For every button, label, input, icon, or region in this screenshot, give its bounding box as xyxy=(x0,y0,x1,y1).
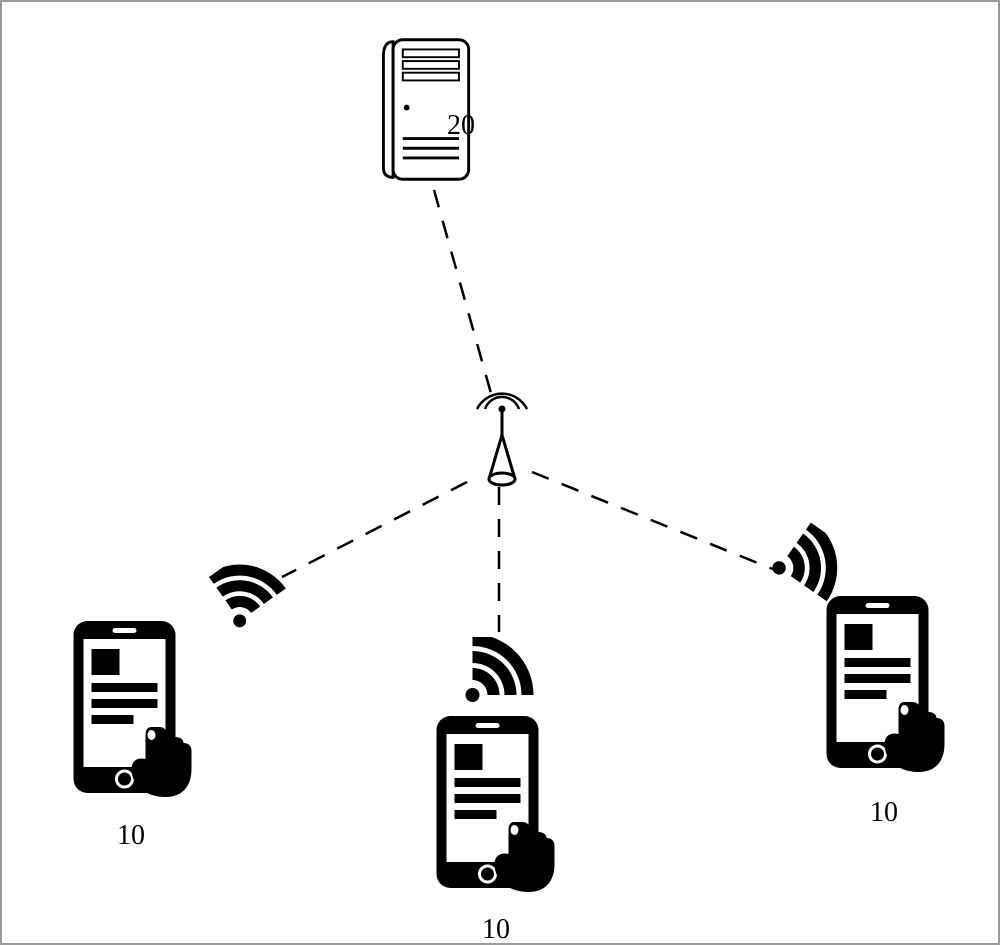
diagram-stage: 20 10 10 10 xyxy=(0,0,1000,945)
wifi-wifi_l xyxy=(201,542,293,631)
server-label: 20 xyxy=(447,110,475,142)
phone-phone_l xyxy=(67,617,202,802)
phone_middle-label: 10 xyxy=(482,914,510,946)
wifi-wifi_m xyxy=(460,637,540,702)
antenna-antenna xyxy=(457,387,547,487)
phone_right-label: 10 xyxy=(870,797,898,829)
edge xyxy=(532,472,780,572)
phone_left-label: 10 xyxy=(117,820,145,852)
edge xyxy=(282,482,467,577)
phone-phone_m xyxy=(430,712,565,897)
edge xyxy=(434,190,492,397)
phone-phone_r xyxy=(820,592,955,777)
